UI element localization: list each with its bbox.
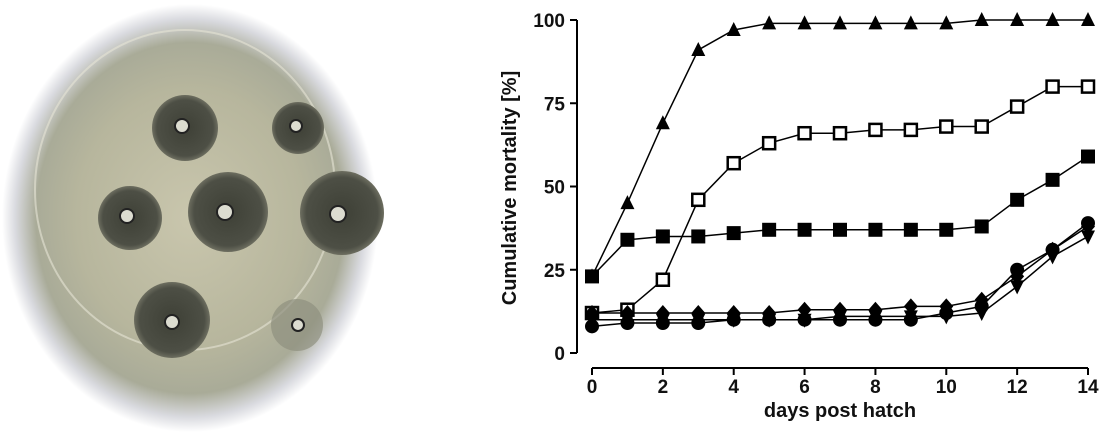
marker xyxy=(726,155,741,171)
marker xyxy=(762,15,777,30)
marker xyxy=(797,15,812,30)
marker xyxy=(974,119,989,134)
x-tick-label: 0 xyxy=(587,377,598,398)
marker xyxy=(1010,12,1025,26)
marker xyxy=(1045,12,1060,26)
marker xyxy=(868,222,883,237)
marker xyxy=(797,125,812,141)
marker xyxy=(655,272,671,287)
marker xyxy=(1045,250,1060,265)
marker xyxy=(762,313,777,328)
marker xyxy=(762,222,777,237)
y-tick-label: 0 xyxy=(554,344,565,365)
marker xyxy=(655,115,670,130)
marker xyxy=(1081,12,1095,26)
x-tick-label: 10 xyxy=(936,377,957,398)
marker xyxy=(903,222,918,237)
x-tick-label: 2 xyxy=(658,377,669,398)
marker xyxy=(691,41,706,56)
marker xyxy=(797,313,812,328)
marker xyxy=(1081,216,1095,231)
x-tick-label: 8 xyxy=(870,377,881,398)
petri-dish-photo xyxy=(2,4,384,432)
marker xyxy=(868,122,883,138)
marker xyxy=(1045,172,1060,187)
y-tick-label: 100 xyxy=(533,11,565,32)
y-axis-label: Cumulative mortality [%] xyxy=(499,71,521,305)
y-tick-label: 75 xyxy=(544,94,566,115)
marker xyxy=(1045,79,1060,94)
marker xyxy=(1081,149,1095,164)
marker xyxy=(1009,99,1025,114)
y-tick-label: 50 xyxy=(544,178,565,199)
x-tick-label: 4 xyxy=(728,377,739,398)
y-tick-label: 25 xyxy=(544,261,566,282)
marker xyxy=(939,119,954,134)
x-axis-label: days post hatch xyxy=(764,400,916,422)
marker xyxy=(1010,280,1025,295)
marker xyxy=(903,122,919,138)
marker xyxy=(726,313,741,328)
marker xyxy=(868,310,883,325)
marker xyxy=(833,15,847,30)
marker xyxy=(691,313,706,328)
series-line xyxy=(591,155,1089,277)
marker xyxy=(797,222,812,237)
marker xyxy=(868,15,883,30)
marker xyxy=(620,232,635,247)
marker xyxy=(939,310,954,325)
marker xyxy=(691,192,706,208)
marker xyxy=(974,12,989,26)
x-tick-label: 6 xyxy=(799,377,810,398)
marker xyxy=(833,310,847,325)
marker xyxy=(903,310,918,325)
marker xyxy=(691,229,706,244)
marker xyxy=(620,195,635,210)
marker xyxy=(585,269,599,284)
x-tick-label: 14 xyxy=(1077,377,1099,398)
marker xyxy=(939,15,954,30)
marker xyxy=(833,222,847,237)
marker xyxy=(620,313,635,328)
marker xyxy=(939,222,954,237)
marker xyxy=(1081,230,1095,245)
marker xyxy=(974,307,989,322)
marker xyxy=(585,313,599,328)
marker xyxy=(1010,262,1025,277)
marker xyxy=(974,219,989,234)
x-tick-label: 12 xyxy=(1007,377,1028,398)
marker xyxy=(903,15,918,30)
marker xyxy=(655,229,670,244)
marker xyxy=(1080,79,1096,94)
marker xyxy=(655,313,670,328)
marker xyxy=(726,226,741,241)
marker xyxy=(726,21,741,36)
marker xyxy=(832,125,848,141)
marker xyxy=(761,135,777,151)
marker xyxy=(1010,192,1025,207)
